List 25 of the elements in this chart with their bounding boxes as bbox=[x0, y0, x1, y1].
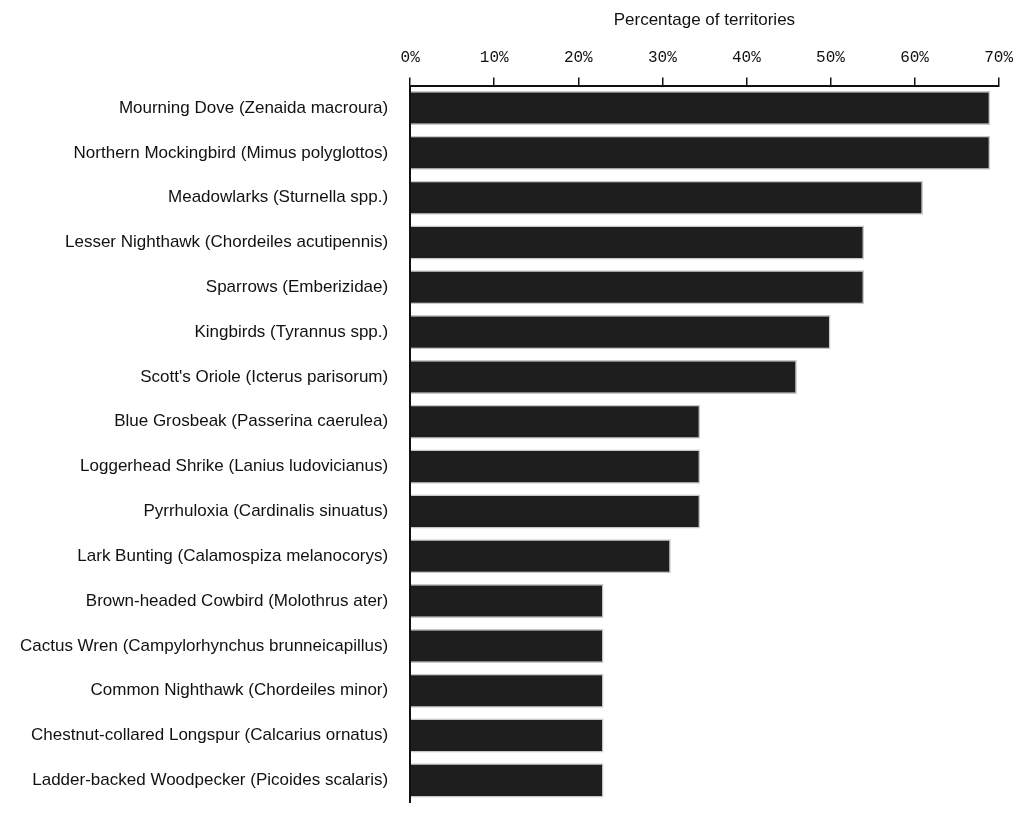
y-tick-label: Northern Mockingbird (Mimus polyglottos) bbox=[73, 142, 389, 162]
x-tick-label: 50% bbox=[816, 49, 846, 68]
y-tick-label: Loggerhead Shrike (Lanius ludovicianus) bbox=[80, 456, 389, 476]
y-tick-label: Blue Grosbeak (Passerina caerulea) bbox=[114, 411, 389, 431]
x-tick-label: 70% bbox=[984, 49, 1014, 68]
x-tick-label: 60% bbox=[900, 49, 930, 68]
x-axis-title: Percentage of territories bbox=[613, 9, 796, 29]
y-tick-label: Brown-headed Cowbird (Molothrus ater) bbox=[85, 590, 389, 610]
y-tick-label: Lark Bunting (Calamospiza melanocorys) bbox=[77, 545, 389, 565]
x-tick-label: 0% bbox=[400, 49, 421, 68]
y-tick-label: Pyrrhuloxia (Cardinalis sinuatus) bbox=[143, 501, 389, 521]
y-tick-label: Mourning Dove (Zenaida macroura) bbox=[118, 97, 389, 117]
x-tick-label: 10% bbox=[479, 49, 510, 68]
y-tick-label: Ladder-backed Woodpecker (Picoides scalaris) bbox=[32, 770, 389, 790]
y-tick-label: Kingbirds (Tyrannus spp.) bbox=[194, 321, 389, 341]
y-tick-label: Lesser Nighthawk (Chordeiles acutipennis) bbox=[65, 232, 389, 252]
y-tick-label: Meadowlarks (Sturnella spp.) bbox=[168, 187, 389, 207]
x-tick-label: 30% bbox=[647, 49, 678, 68]
x-tick-label: 20% bbox=[563, 49, 594, 68]
y-tick-label: Sparrows (Emberizidae) bbox=[205, 277, 389, 296]
y-tick-label: Scott's Oriole (Icterus parisorum) bbox=[140, 366, 389, 386]
y-tick-label: Common Nighthawk (Chordeiles minor) bbox=[90, 680, 389, 700]
y-tick-label: Chestnut-collared Longspur (Calcarius ornatus) bbox=[30, 725, 389, 745]
x-tick-label: 40% bbox=[732, 49, 762, 68]
y-tick-label: Cactus Wren (Campylorhynchus brunneicapillus) bbox=[19, 635, 389, 655]
